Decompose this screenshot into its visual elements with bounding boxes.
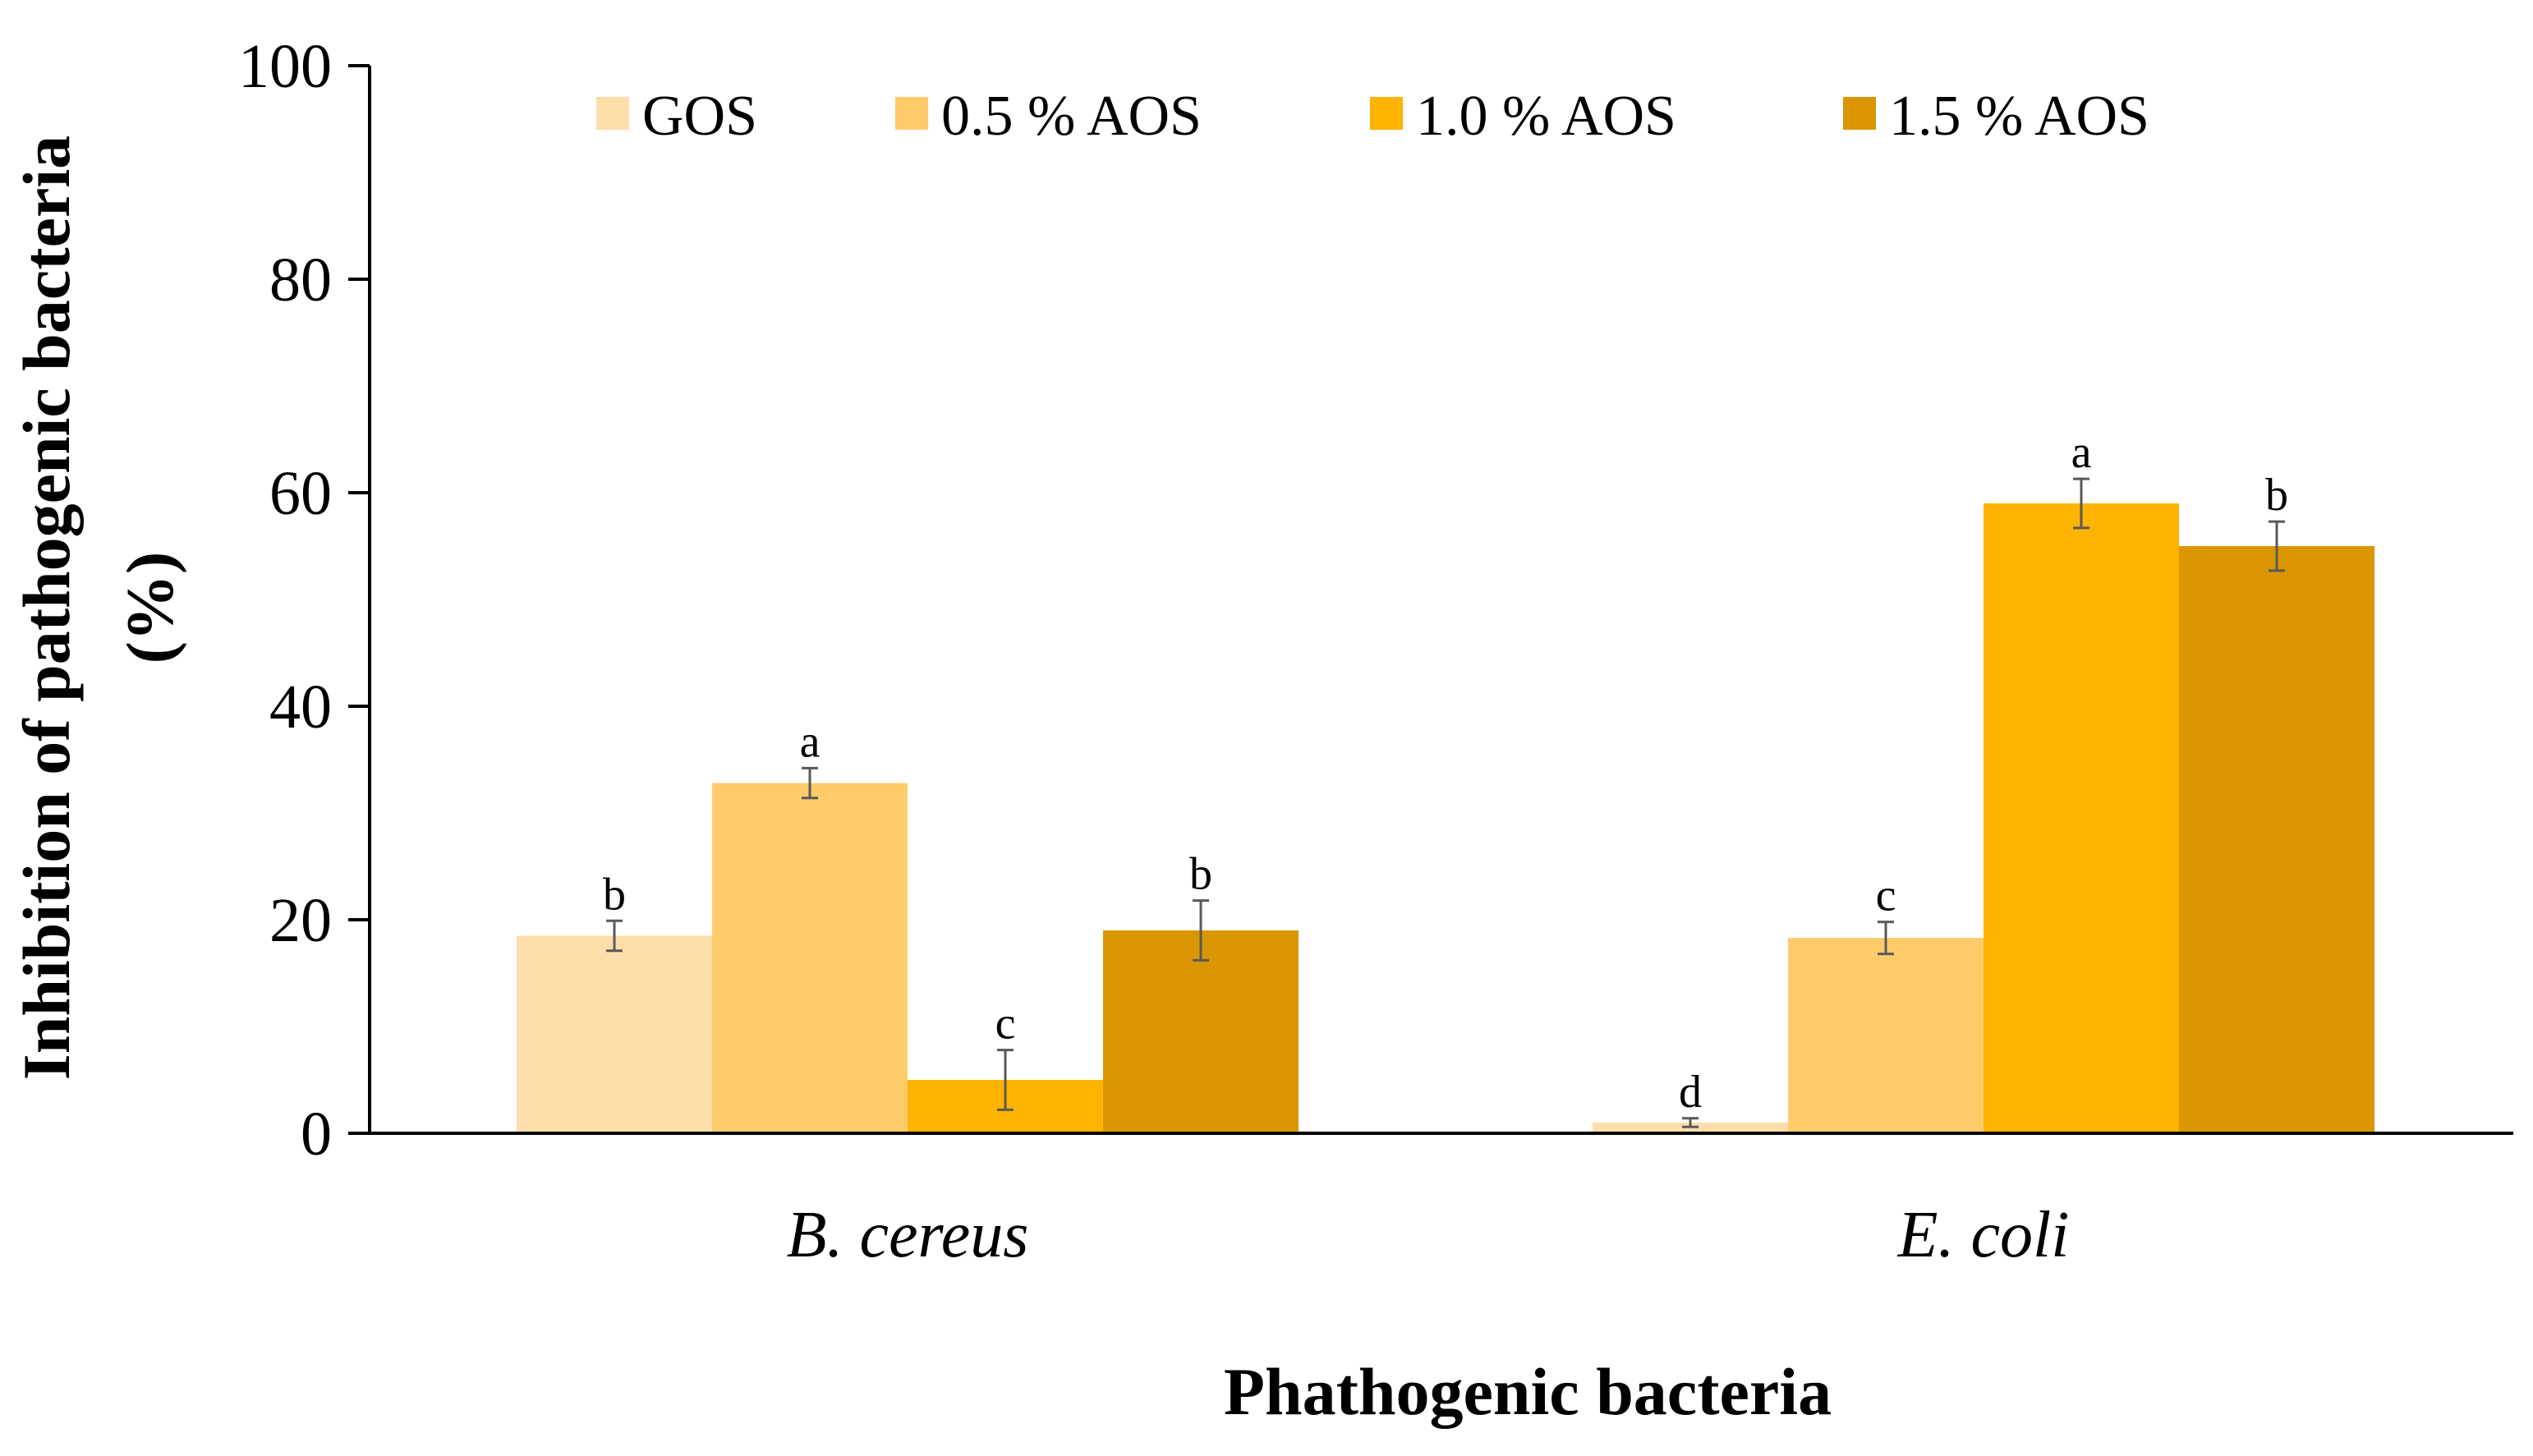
legend-swatch xyxy=(596,97,629,130)
bar xyxy=(1103,930,1299,1133)
bar xyxy=(712,783,908,1133)
significance-label: b xyxy=(603,869,626,920)
y-tick-label: 60 xyxy=(269,459,332,528)
legend-label: GOS xyxy=(642,85,757,148)
significance-label: c xyxy=(1876,870,1896,921)
y-tick-label: 40 xyxy=(269,673,332,742)
legend-label: 0.5 % AOS xyxy=(941,85,1202,148)
significance-label: d xyxy=(1679,1067,1702,1118)
significance-label: a xyxy=(800,716,821,767)
legend-swatch xyxy=(1370,97,1403,130)
significance-label: b xyxy=(1189,849,1212,900)
legend-swatch xyxy=(1843,97,1876,130)
bar xyxy=(1788,938,1984,1133)
y-tick-label: 100 xyxy=(238,32,332,101)
y-tick-label: 20 xyxy=(269,886,332,955)
significance-label: b xyxy=(2265,470,2288,521)
x-tick-label: E. coli xyxy=(1897,1199,2070,1271)
y-tick-label: 80 xyxy=(269,246,332,315)
legend-swatch xyxy=(895,97,928,130)
plot-area: 0 20 40 60 80 100 b a c b B. cereus d c a b E. coli GOS 0… xyxy=(238,32,2513,1271)
legend-label: 1.0 % AOS xyxy=(1416,85,1676,148)
y-axis-title-line1: Inhibition of pathogenic bacteria xyxy=(9,135,84,1080)
bar xyxy=(517,935,712,1133)
significance-label: a xyxy=(2071,427,2092,478)
legend-label: 1.5 % AOS xyxy=(1889,85,2149,148)
x-axis-title: Phathogenic bacteria xyxy=(1224,1354,1832,1429)
y-tick-label: 0 xyxy=(301,1100,332,1169)
x-tick-label: B. cereus xyxy=(787,1199,1029,1271)
significance-label: c xyxy=(995,999,1016,1050)
y-axis-title-line2: (%) xyxy=(113,552,187,664)
bar xyxy=(1984,503,2179,1133)
bar xyxy=(2179,546,2374,1133)
